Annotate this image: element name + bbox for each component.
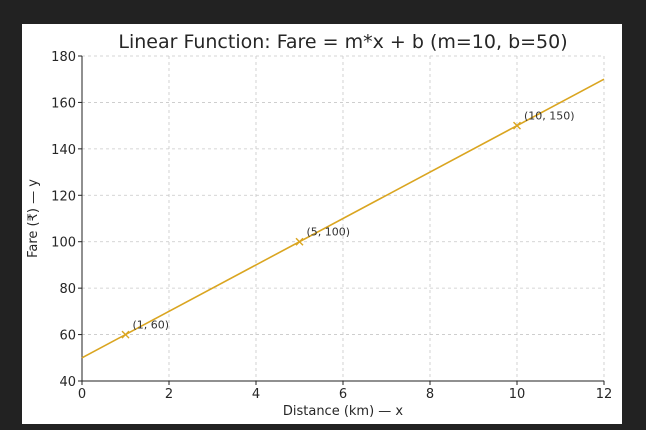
point-marker bbox=[295, 237, 304, 246]
data-label: (1, 60) bbox=[133, 319, 170, 332]
y-tick-label: 80 bbox=[59, 282, 76, 297]
y-tick-label: 160 bbox=[51, 96, 76, 111]
chart-frame: 0 2 4 6 8 10 12 40 60 80 100 120 140 160 180 (1, 60) (5… bbox=[22, 24, 622, 424]
chart-title: Linear Function: Fare = m*x + b (m=10, b… bbox=[118, 31, 567, 53]
y-tick-label: 120 bbox=[51, 189, 76, 204]
y-axis-title: Fare (₹) — y bbox=[26, 179, 41, 258]
x-axis-title: Distance (km) — x bbox=[283, 404, 404, 419]
line-chart: 0 2 4 6 8 10 12 40 60 80 100 120 140 160 180 (1, 60) (5… bbox=[26, 31, 612, 419]
x-tick-label: 12 bbox=[596, 387, 613, 402]
x-tick-label: 8 bbox=[426, 387, 434, 402]
y-tick-label: 60 bbox=[59, 329, 76, 344]
data-point: (10, 150) bbox=[513, 110, 575, 130]
y-tick-label: 40 bbox=[59, 375, 76, 390]
x-tick-label: 4 bbox=[252, 387, 260, 402]
y-tick-label: 100 bbox=[51, 236, 76, 251]
data-point: (1, 60) bbox=[121, 319, 170, 339]
data-points: (1, 60) (5, 100) (10, 150) bbox=[121, 110, 575, 339]
point-marker bbox=[513, 121, 521, 130]
y-tick-label: 140 bbox=[51, 143, 76, 158]
data-label: (5, 100) bbox=[307, 226, 351, 239]
x-tick-label: 6 bbox=[339, 387, 347, 402]
x-tick-label: 10 bbox=[509, 387, 526, 402]
y-tick-label: 180 bbox=[51, 50, 76, 65]
tick-labels: 0 2 4 6 8 10 12 40 60 80 100 120 140 160 180 bbox=[51, 50, 612, 402]
point-marker bbox=[121, 330, 130, 339]
x-tick-label: 0 bbox=[78, 387, 86, 402]
grid-lines bbox=[81, 55, 605, 382]
data-label: (10, 150) bbox=[524, 110, 575, 123]
data-point: (5, 100) bbox=[295, 226, 351, 246]
x-tick-label: 2 bbox=[165, 387, 173, 402]
